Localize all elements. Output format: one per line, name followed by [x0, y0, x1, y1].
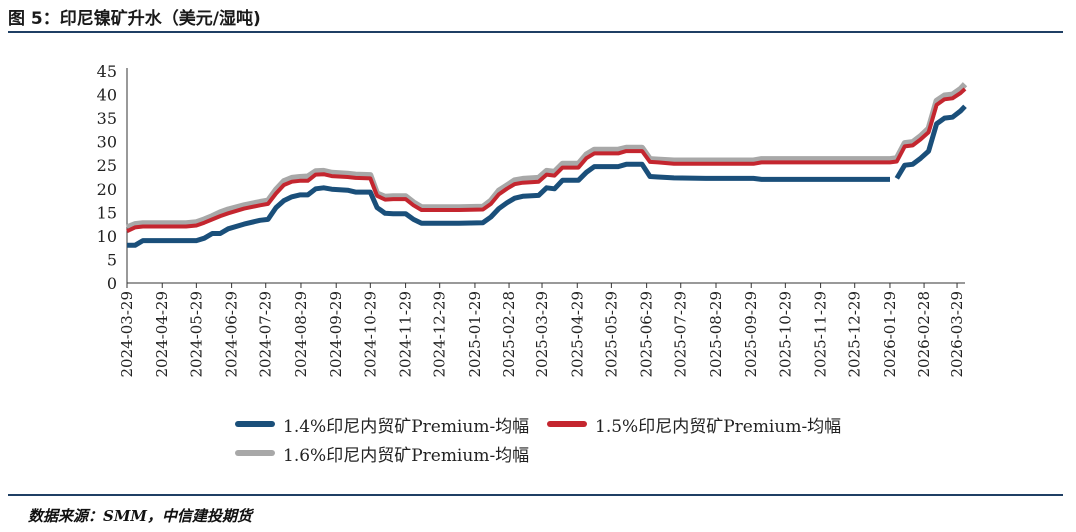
x-tick-label: 2024-08-29 — [292, 291, 310, 377]
x-tick-label: 2025-02-28 — [500, 291, 518, 377]
x-tick-label: 2024-04-29 — [153, 291, 171, 377]
y-tick-label: 15 — [97, 203, 117, 222]
x-tick-label: 2025-11-29 — [812, 291, 830, 377]
x-tick-label: 2025-09-29 — [742, 291, 760, 377]
figure-title: 图 5：印尼镍矿升水（美元/湿吨) — [8, 9, 261, 29]
legend-item-series-2: 1.5%印尼内贸矿Premium-均幅 — [547, 410, 841, 438]
legend-swatch-series-3 — [235, 450, 275, 456]
y-tick-label: 25 — [97, 156, 117, 175]
x-tick-label: 2024-06-29 — [223, 291, 241, 377]
y-axis: 0 5 10 15 20 25 30 35 40 45 — [97, 62, 128, 293]
y-tick-label: 20 — [97, 180, 117, 199]
x-tick-label: 2026-02-28 — [915, 291, 933, 377]
legend-label-series-3: 1.6%印尼内贸矿Premium-均幅 — [283, 445, 530, 466]
x-tick-label: 2026-03-29 — [948, 291, 966, 377]
x-tick-label: 2025-07-29 — [672, 291, 690, 377]
x-tick-label: 2025-03-29 — [533, 291, 551, 377]
series-1-line — [127, 161, 890, 248]
legend-item-series-3: 1.6%印尼内贸矿Premium-均幅 — [235, 439, 529, 467]
legend-label-series-1: 1.4%印尼内贸矿Premium-均幅 — [283, 416, 530, 437]
x-tick-label: 2024-10-29 — [361, 291, 379, 377]
x-tick-label: 2025-08-29 — [707, 291, 725, 377]
y-tick-label: 30 — [97, 133, 117, 152]
x-tick-label: 2025-01-29 — [466, 291, 484, 377]
x-tick-label: 2025-12-29 — [846, 291, 864, 377]
y-tick-label: 35 — [97, 109, 117, 128]
bottom-rule — [8, 494, 1063, 496]
legend-swatch-series-1 — [235, 421, 275, 427]
legend-swatch-series-2 — [547, 421, 587, 427]
y-tick-label: 10 — [97, 227, 117, 246]
x-tick-label: 2025-10-29 — [776, 291, 794, 377]
series-2-line — [126, 87, 967, 234]
legend-item-series-1: 1.4%印尼内贸矿Premium-均幅 — [235, 410, 529, 438]
x-tick-label: 2024-09-29 — [327, 291, 345, 377]
series-3-line — [125, 82, 968, 231]
top-rule — [8, 31, 1063, 33]
x-tick-label: 2025-05-29 — [602, 291, 620, 377]
x-tick-label: 2024-12-29 — [431, 291, 449, 377]
x-tick-label: 2026-01-29 — [881, 291, 899, 377]
x-tick-label: 2024-05-29 — [187, 291, 205, 377]
x-tick-label: 2025-04-29 — [568, 291, 586, 377]
legend-label-series-2: 1.5%印尼内贸矿Premium-均幅 — [595, 416, 842, 437]
y-tick-label: 5 — [107, 250, 117, 269]
x-tick-label: 2024-07-29 — [257, 291, 275, 377]
source-note: 数据来源：SMM，中信建投期货 — [28, 507, 253, 525]
y-tick-label: 0 — [107, 274, 117, 293]
y-tick-label: 45 — [97, 62, 117, 81]
x-tick-label: 2024-03-29 — [118, 291, 136, 377]
x-tick-label: 2024-11-29 — [397, 291, 415, 377]
x-axis: 2024-03-29 2024-04-29 2024-05-29 2024-06-29… — [118, 282, 966, 377]
series-1-line-after-gap — [894, 104, 967, 180]
x-tick-label: 2025-06-29 — [638, 291, 656, 377]
series-layer — [125, 82, 968, 248]
y-tick-label: 40 — [97, 86, 117, 105]
